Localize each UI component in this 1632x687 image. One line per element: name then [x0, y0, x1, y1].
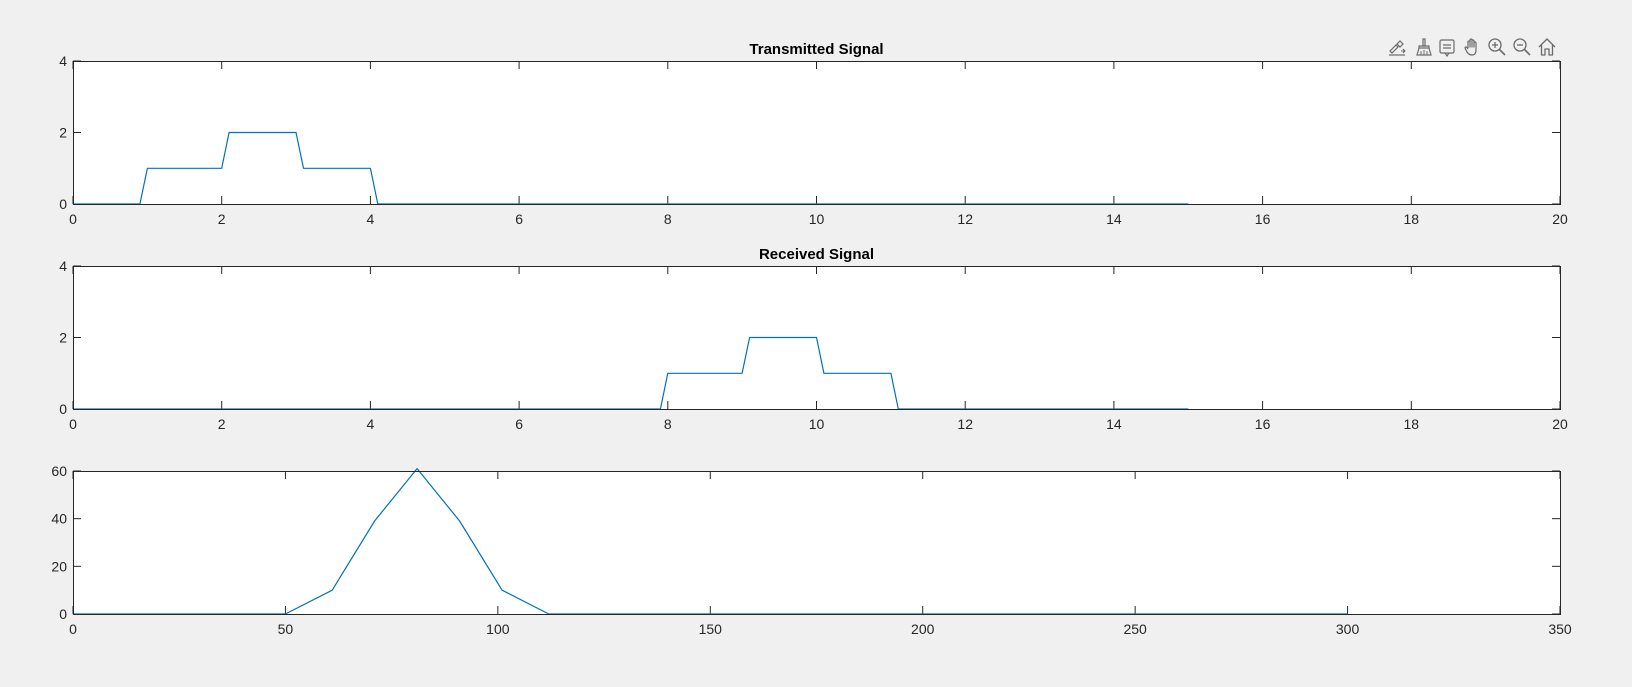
y-tick-label: 0: [59, 196, 67, 212]
brush-icon: [1416, 38, 1432, 56]
home-icon: [1538, 38, 1556, 56]
x-tick-label: 200: [911, 621, 935, 637]
x-tick-label: 8: [664, 211, 672, 227]
x-tick-label: 20: [1552, 211, 1568, 227]
x-tick-label: 4: [367, 416, 375, 432]
y-tick-label: 4: [59, 258, 67, 274]
x-tick-label: 100: [486, 621, 510, 637]
axes-frame: [73, 266, 1561, 410]
zoom-out-button[interactable]: [1511, 36, 1533, 58]
x-tick-label: 18: [1404, 416, 1420, 432]
zoom-in-icon: [1488, 38, 1506, 56]
axes-title: Transmitted Signal: [749, 41, 883, 58]
export-button[interactable]: [1386, 36, 1408, 58]
pan-button[interactable]: [1461, 36, 1483, 58]
home-button[interactable]: [1536, 36, 1558, 58]
axes-frame: [73, 61, 1561, 205]
y-tick-label: 2: [59, 125, 67, 141]
x-tick-label: 14: [1106, 211, 1122, 227]
x-tick-label: 0: [69, 211, 77, 227]
x-tick-label: 10: [809, 211, 825, 227]
x-tick-label: 150: [699, 621, 723, 637]
axes-title: Received Signal: [759, 246, 874, 263]
axes-background: [73, 61, 1560, 204]
x-tick-label: 6: [515, 416, 523, 432]
pan-icon: [1464, 38, 1477, 56]
x-tick-label: 0: [69, 416, 77, 432]
zoom-out-icon: [1513, 38, 1531, 56]
x-tick-label: 50: [278, 621, 294, 637]
x-tick-label: 18: [1404, 211, 1420, 227]
data-tips-icon: [1439, 39, 1455, 57]
y-tick-label: 4: [59, 53, 67, 69]
x-tick-label: 10: [809, 416, 825, 432]
x-tick-label: 350: [1548, 621, 1572, 637]
x-tick-label: 4: [367, 211, 375, 227]
y-tick-label: 0: [59, 606, 67, 622]
axes-background: [73, 471, 1560, 614]
export-icon: [1389, 40, 1406, 56]
x-tick-label: 12: [957, 211, 973, 227]
y-tick-label: 0: [59, 401, 67, 417]
x-tick-label: 20: [1552, 416, 1568, 432]
y-tick-label: 60: [51, 463, 67, 479]
series-line: [73, 336, 1189, 410]
x-tick-label: 2: [218, 416, 226, 432]
brush-button[interactable]: [1411, 36, 1433, 58]
x-tick-label: 16: [1255, 416, 1271, 432]
y-tick-label: 40: [51, 511, 67, 527]
x-tick-label: 2: [218, 211, 226, 227]
axes-3[interactable]: 0 50 100 150 200 250 300 350 0 20 40 60: [51, 463, 1571, 637]
x-tick-label: 250: [1123, 621, 1147, 637]
zoom-in-button[interactable]: [1486, 36, 1508, 58]
y-tick-label: 2: [59, 330, 67, 346]
data-tips-button[interactable]: [1436, 36, 1458, 58]
x-tick-label: 8: [664, 416, 672, 432]
x-tick-label: 300: [1336, 621, 1360, 637]
axes-toolbar: [1386, 36, 1558, 58]
x-tick-label: 16: [1255, 211, 1271, 227]
axes-2[interactable]: 0 2 4 6 8 10 12 14 16 18 20 0 2 4 Received Signal: [59, 246, 1568, 432]
x-tick-label: 12: [957, 416, 973, 432]
axes-frame: [73, 471, 1561, 615]
axes-1[interactable]: 0 2 4 6 8 10 12 14 16 18 20 0 2 4 Transmitted Signal: [59, 41, 1568, 227]
series-line: [73, 468, 1348, 615]
x-tick-label: 14: [1106, 416, 1122, 432]
series-line: [73, 131, 1189, 205]
x-tick-label: 6: [515, 211, 523, 227]
y-tick-label: 20: [51, 558, 67, 574]
x-tick-label: 0: [69, 621, 77, 637]
